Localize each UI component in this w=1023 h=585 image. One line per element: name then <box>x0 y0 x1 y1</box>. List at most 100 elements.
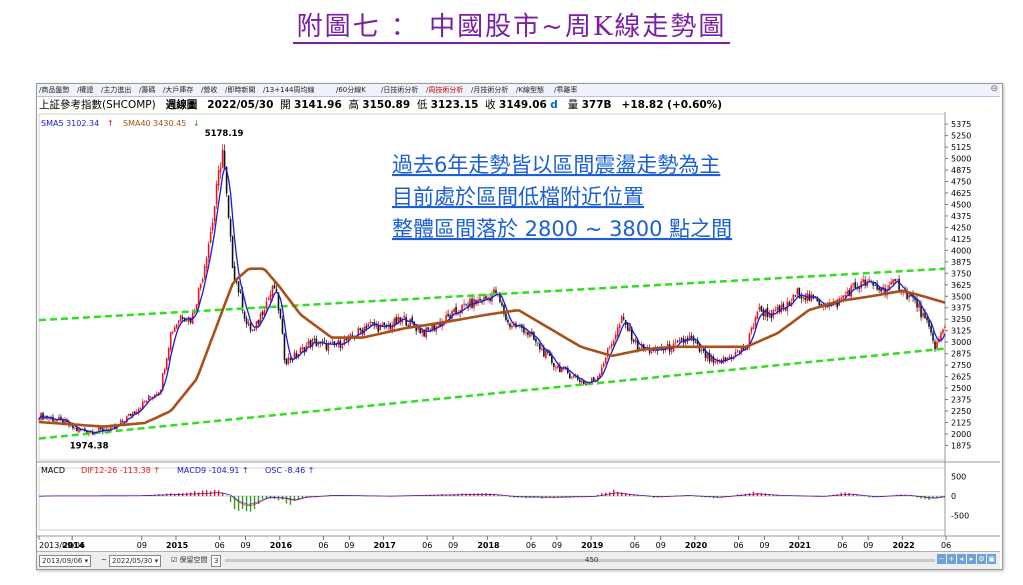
candle-body <box>884 288 886 294</box>
price-tick-label: 3000 <box>951 338 971 347</box>
candle-body <box>704 350 707 358</box>
tab-7[interactable]: /13+144周均線 <box>263 86 315 94</box>
candle-body <box>42 413 44 420</box>
candle-body <box>852 283 855 285</box>
reserve-count-input[interactable]: 3 <box>211 555 222 567</box>
candle-body <box>281 318 284 334</box>
candle-body <box>371 322 374 323</box>
candle-body <box>267 298 270 300</box>
window-menu-icon[interactable]: ⊖ <box>990 84 998 94</box>
candle-body <box>461 304 463 314</box>
settings-icon[interactable]: ⚙ <box>977 554 986 564</box>
candle-body <box>227 195 230 218</box>
candle-body <box>279 308 282 319</box>
candle-body <box>612 340 615 345</box>
candle-body <box>159 389 162 393</box>
candle-body <box>816 297 819 302</box>
candle-body <box>634 339 637 343</box>
candle-body <box>393 318 396 328</box>
sma40-line <box>38 267 946 428</box>
candle-body <box>559 365 561 373</box>
candle-body <box>375 324 378 327</box>
candle-body <box>778 305 781 313</box>
candle-body <box>237 281 240 293</box>
candle-body <box>287 356 290 364</box>
time-tick-label: 2013/09/06 <box>39 541 85 550</box>
candle-body <box>700 350 703 351</box>
tab-10[interactable]: /周技術分析 <box>426 86 464 94</box>
osc-legend: OSC -8.46 ↑ <box>265 466 314 475</box>
candle-body <box>543 348 545 357</box>
candle-body <box>888 285 890 291</box>
sma40-legend: SMA40 3430.45 <box>123 119 186 128</box>
candle-body <box>561 368 563 372</box>
candle-body <box>936 341 938 349</box>
scroll-left-icon[interactable]: ◂ <box>957 554 966 564</box>
tab-9[interactable]: /日技術分析 <box>381 86 419 94</box>
price-tick-label: 3750 <box>951 269 971 278</box>
candle-body <box>503 304 505 315</box>
candle-body <box>788 302 791 306</box>
channel-line <box>38 267 946 322</box>
price-tick-label: 4875 <box>951 166 971 175</box>
sma40-arrow: ↓ <box>193 119 200 128</box>
candle-body <box>411 317 413 323</box>
tab-8[interactable]: /60分線K <box>336 86 366 94</box>
candle-body <box>349 334 352 336</box>
candle-body <box>758 306 761 310</box>
candle-body <box>752 326 755 330</box>
reserve-space-checkbox[interactable]: ☑ 保留空間 <box>171 556 208 564</box>
candle-body <box>926 317 928 321</box>
candle-body <box>628 327 631 331</box>
candle-body <box>161 373 164 391</box>
candle-body <box>203 266 206 278</box>
candle-body <box>648 348 651 353</box>
candle-body <box>351 335 354 338</box>
price-tick-label: 3125 <box>951 327 971 336</box>
scroll-right-icon[interactable]: ▸ <box>967 554 976 564</box>
candle-body <box>395 317 398 325</box>
tab-13[interactable]: /乖離率 <box>554 86 578 94</box>
tab-5[interactable]: /營收 <box>201 86 218 94</box>
candle-body <box>199 283 202 289</box>
tab-3[interactable]: /籌碼 <box>139 86 156 94</box>
candle-body <box>98 427 100 431</box>
candle-body <box>910 294 912 297</box>
candle-body <box>247 322 250 326</box>
tab-12[interactable]: /K線型態 <box>516 86 544 94</box>
tab-0[interactable]: /商品盤勢 <box>39 86 70 94</box>
zoom-out-icon[interactable]: − <box>937 554 946 564</box>
range-separator: ~ <box>101 556 107 564</box>
expand-icon[interactable]: ▣ <box>987 554 996 564</box>
time-tick-label: 06 <box>733 541 743 550</box>
candle-body <box>92 431 94 435</box>
candle-body <box>555 367 557 369</box>
candle-body <box>447 314 449 317</box>
candle-body <box>367 324 370 328</box>
candle-body <box>702 349 705 351</box>
macd9-legend: MACD9 -104.91 ↑ <box>177 466 249 475</box>
candle-body <box>569 373 571 379</box>
zoom-in-icon[interactable]: + <box>947 554 956 564</box>
candle-body <box>213 206 216 222</box>
candle-body <box>259 313 262 324</box>
tab-6[interactable]: /即時新聞 <box>225 86 256 94</box>
start-date-select[interactable]: 2013/09/06 ▾ <box>39 555 92 567</box>
tab-1[interactable]: /權證 <box>77 86 94 94</box>
close-flag: d <box>550 99 558 111</box>
quote-bar: 上証參考指數(SHCOMP) 週線圖 2022/05/30 開 3141.96 … <box>39 97 722 111</box>
low-label: 低 <box>416 99 428 111</box>
tab-4[interactable]: /大戶庫存 <box>163 86 194 94</box>
candle-body <box>441 321 443 327</box>
candle-body <box>195 304 198 311</box>
time-scrollbar[interactable]: 450 <box>225 555 965 565</box>
candle-body <box>740 347 743 353</box>
candle-body <box>509 323 511 328</box>
tab-11[interactable]: /月技術分析 <box>471 86 509 94</box>
tab-2[interactable]: /主力進出 <box>101 86 132 94</box>
end-date-select[interactable]: 2022/05/30 ▾ <box>109 555 162 567</box>
symbol-name: 上証參考指數(SHCOMP) <box>39 99 156 111</box>
candle-body <box>606 348 609 357</box>
candle-body <box>573 375 575 378</box>
candle-body <box>235 280 238 283</box>
